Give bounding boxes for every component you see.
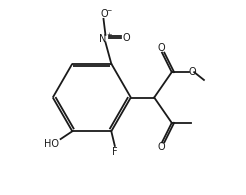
Text: O: O bbox=[122, 33, 130, 43]
Text: O: O bbox=[157, 142, 165, 152]
Text: O: O bbox=[101, 9, 108, 19]
Text: F: F bbox=[112, 147, 118, 157]
Text: N$^+$: N$^+$ bbox=[98, 32, 113, 45]
Text: HO: HO bbox=[44, 139, 59, 149]
Text: O: O bbox=[157, 43, 165, 53]
Text: O: O bbox=[188, 67, 196, 77]
Text: $^-$: $^-$ bbox=[105, 7, 113, 16]
